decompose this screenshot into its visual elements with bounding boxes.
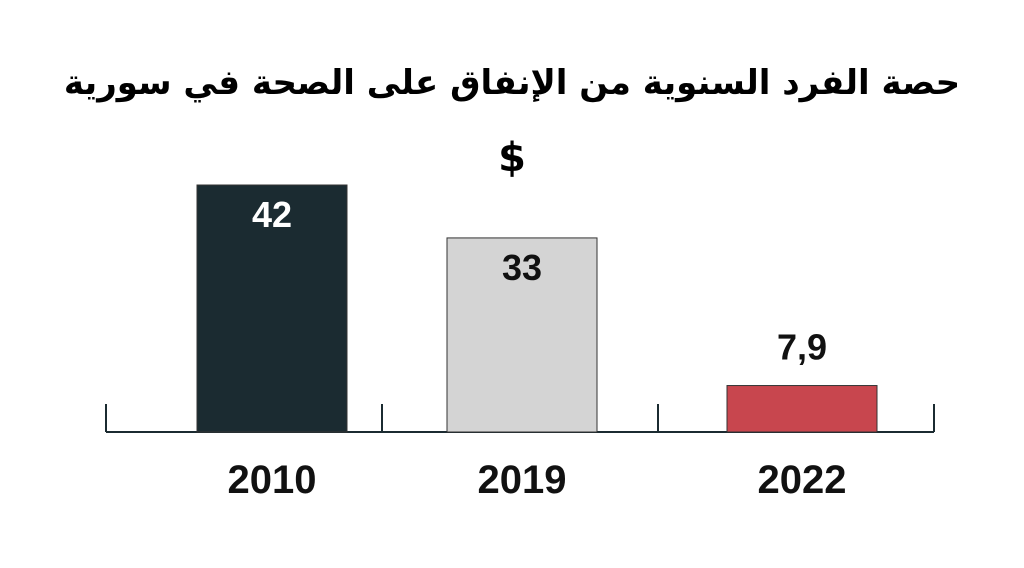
bar-2010 — [196, 184, 348, 433]
bar-2019 — [446, 237, 598, 433]
value-label-2019: 33 — [502, 247, 542, 288]
chart-title: حصة الفرد السنوية من الإنفاق على الصحة ف… — [63, 63, 961, 103]
value-label-2022: 7,9 — [777, 327, 827, 368]
category-label-2022: 2022 — [758, 458, 847, 502]
bar-2022 — [726, 385, 878, 433]
value-label-2010: 42 — [252, 194, 292, 235]
category-label-2010: 2010 — [228, 458, 317, 502]
category-label-2019: 2019 — [478, 458, 567, 502]
chart-unit-label: $ — [498, 135, 526, 181]
